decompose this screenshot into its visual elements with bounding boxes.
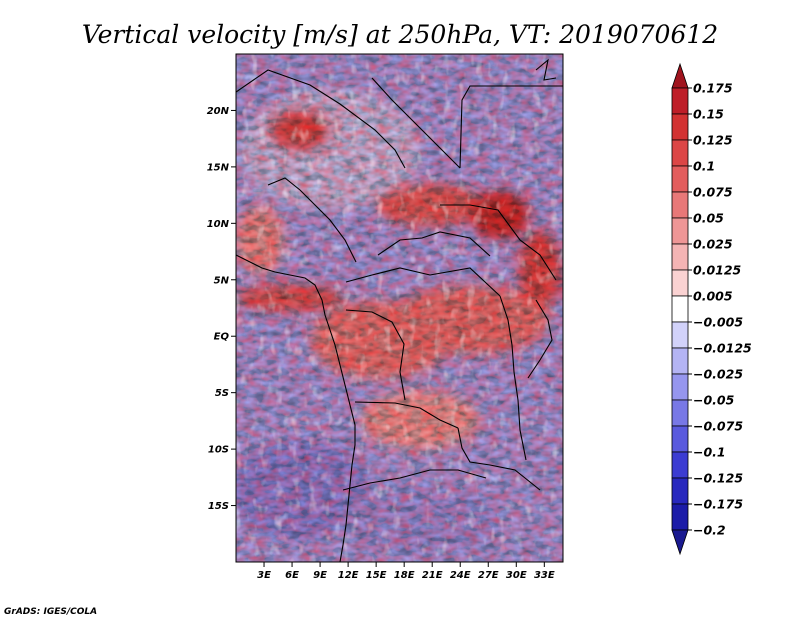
colorbar-swatch xyxy=(671,399,689,427)
y-tick-label: 20N xyxy=(207,106,230,117)
x-tick-label: 21E xyxy=(422,570,443,581)
colorbar-label: −0.005 xyxy=(693,315,743,330)
colorbar-swatch xyxy=(671,165,689,193)
colorbar: 0.175 0.15 0.125 0.1 0.075 0.05 0.025 0.0125 0.0… xyxy=(671,62,752,556)
colorbar-swatch xyxy=(671,321,689,349)
border-angola-south xyxy=(342,469,487,491)
colorbar-swatch xyxy=(671,295,689,323)
x-tick-label: 33E xyxy=(534,570,555,581)
y-tick-label: EQ xyxy=(214,332,230,343)
colorbar-label: −0.0125 xyxy=(693,341,752,356)
colorbar-label: 0.125 xyxy=(693,133,733,148)
colorbar-label: 0.0125 xyxy=(693,263,742,278)
y-tick-label: 15N xyxy=(207,162,230,173)
x-tick-label: 9E xyxy=(313,570,327,581)
colorbar-label: −0.075 xyxy=(693,419,743,434)
colorbar-swatch xyxy=(671,529,689,556)
plot-frame xyxy=(235,53,564,563)
colorbar-swatch xyxy=(671,217,689,245)
border-car-north xyxy=(377,231,491,257)
coastline-west-africa xyxy=(236,254,356,562)
colorbar-swatch xyxy=(671,503,689,531)
colorbar-swatch xyxy=(671,62,689,89)
border-east-lakes xyxy=(527,299,553,379)
x-tick-label: 18E xyxy=(394,570,415,581)
colorbar-swatch xyxy=(671,243,689,271)
y-tick-label: 5N xyxy=(214,275,230,286)
colorbar-swatch xyxy=(671,87,689,115)
colorbar-swatch xyxy=(671,139,689,167)
border-libya-sudan xyxy=(459,85,563,169)
x-tick-label: 12E xyxy=(338,570,359,581)
border-congo xyxy=(345,309,406,401)
colorbar-label: 0.1 xyxy=(693,159,715,174)
colorbar-label: 0.005 xyxy=(693,289,733,304)
axis-ticks: 3E 6E 9E 12E 15E 18E 21E 24E 27E 30E 33E 20N 15N 10N 5… xyxy=(207,106,555,581)
y-tick-label: 10S xyxy=(208,445,229,456)
x-tick-label: 15E xyxy=(366,570,387,581)
colorbar-swatch xyxy=(671,191,689,219)
country-borders xyxy=(236,58,563,562)
border-chad-west xyxy=(371,77,461,169)
x-tick-label: 6E xyxy=(285,570,299,581)
border-sudan-south xyxy=(440,204,557,281)
colorbar-label: 0.025 xyxy=(693,237,733,252)
heatmap-field xyxy=(236,54,563,562)
colorbar-swatch xyxy=(671,425,689,453)
border-drc-east xyxy=(499,295,527,461)
x-tick-label: 27E xyxy=(478,570,499,581)
border-angola-north xyxy=(354,401,459,429)
colorbar-swatch xyxy=(671,269,689,297)
x-tick-label: 3E xyxy=(257,570,271,581)
colorbar-label: −0.125 xyxy=(693,471,743,486)
colorbar-swatch xyxy=(671,373,689,401)
field-noise-contours xyxy=(236,54,563,562)
colorbar-label: 0.15 xyxy=(693,107,724,122)
border-sahara xyxy=(236,69,406,169)
colorbar-swatch xyxy=(671,451,689,479)
colorbar-label: −0.2 xyxy=(693,523,726,538)
colorbar-swatch xyxy=(671,477,689,505)
colorbar-swatch xyxy=(671,113,689,141)
border-zambia xyxy=(457,427,541,491)
colorbar-label: 0.05 xyxy=(693,211,724,226)
colorbar-label: −0.1 xyxy=(693,445,726,460)
y-tick-label: 10N xyxy=(207,219,230,230)
colorbar-swatch xyxy=(671,347,689,375)
x-tick-label: 24E xyxy=(450,570,471,581)
grads-credit: GrADS: IGES/COLA xyxy=(4,607,97,617)
colorbar-label: 0.175 xyxy=(693,81,733,96)
y-tick-label: 5S xyxy=(215,388,229,399)
colorbar-label: −0.05 xyxy=(693,393,735,408)
border-nigeria xyxy=(267,177,357,263)
colorbar-label: −0.175 xyxy=(693,497,743,512)
coastline-north-east xyxy=(535,58,557,81)
border-car-south xyxy=(345,267,501,297)
y-tick-label: 15S xyxy=(208,501,229,512)
colorbar-label: −0.025 xyxy=(693,367,743,382)
colorbar-label: 0.075 xyxy=(693,185,733,200)
chart-title: Vertical velocity [m/s] at 250hPa, VT: 2… xyxy=(82,20,718,49)
x-tick-label: 30E xyxy=(506,570,527,581)
